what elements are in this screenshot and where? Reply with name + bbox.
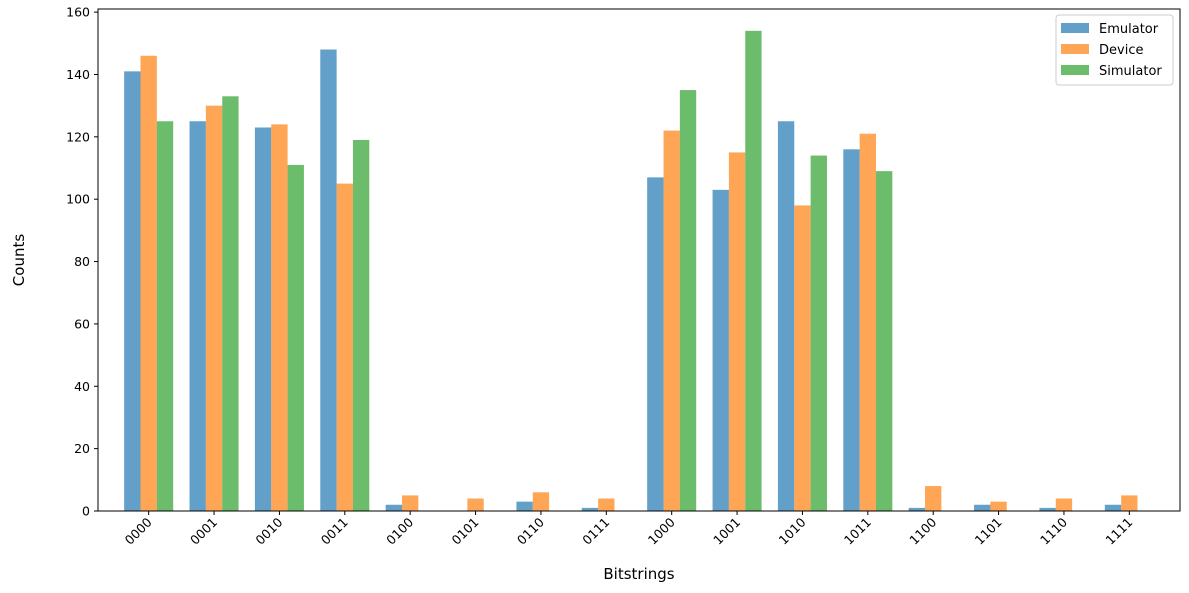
bar-simulator-1001 [745, 30, 762, 512]
legend-label-device: Device [1099, 43, 1143, 58]
bar-device-0101 [467, 498, 484, 511]
y-axis: 0 20 40 60 80 100 120 140 160 [66, 5, 98, 519]
bar-device-1010 [794, 205, 811, 511]
bar-device-1001 [728, 152, 746, 511]
bar-simulator-0010 [287, 164, 304, 511]
bar-emulator-1101 [974, 504, 991, 511]
bar-device-0100 [402, 495, 419, 511]
legend-swatch-simulator [1061, 65, 1089, 75]
bar-emulator-1011 [843, 149, 860, 511]
y-tick-label: 160 [66, 5, 90, 20]
y-tick-label: 60 [74, 316, 90, 331]
bar-device-0010 [271, 124, 288, 512]
bar-emulator-1110 [1039, 507, 1056, 511]
bars-layer [124, 30, 1138, 512]
legend-swatch-device [1061, 44, 1089, 54]
legend-label-emulator: Emulator [1099, 22, 1159, 37]
bar-device-0011 [336, 183, 353, 512]
x-axis-title: Bitstrings [603, 565, 674, 583]
bar-simulator-0001 [222, 96, 239, 512]
bar-device-0000 [140, 55, 157, 512]
legend-swatch-emulator [1061, 23, 1089, 33]
bar-simulator-1000 [679, 90, 697, 511]
bar-device-1100 [925, 486, 942, 511]
y-tick-label: 100 [66, 192, 90, 207]
plot-frame [97, 8, 1181, 512]
bar-device-0111 [598, 498, 615, 511]
y-tick-label: 20 [74, 441, 90, 456]
bar-emulator-0001 [189, 121, 206, 511]
bar-device-1101 [990, 501, 1007, 511]
bar-device-1011 [859, 133, 876, 511]
y-tick-label: 120 [66, 129, 90, 144]
bar-emulator-0100 [385, 504, 402, 511]
bar-emulator-0110 [516, 501, 533, 511]
bar-simulator-0011 [352, 139, 370, 511]
y-tick-label: 0 [82, 504, 90, 519]
bar-emulator-1100 [908, 507, 926, 511]
bar-emulator-0011 [320, 49, 337, 511]
bar-emulator-1010 [777, 121, 795, 511]
bar-device-0110 [532, 492, 550, 511]
bar-device-0001 [205, 105, 223, 511]
bar-device-1000 [663, 130, 680, 511]
y-tick-label: 40 [74, 379, 90, 394]
legend-label-simulator: Simulator [1099, 64, 1162, 79]
bar-emulator-1111 [1104, 504, 1122, 511]
legend: Emulator Device Simulator [1055, 14, 1174, 86]
y-tick-label: 80 [74, 254, 90, 269]
bar-simulator-0000 [156, 121, 174, 511]
bar-emulator-0010 [254, 127, 272, 511]
bar-device-1111 [1121, 495, 1138, 511]
bar-emulator-0000 [124, 71, 141, 512]
bar-emulator-1001 [712, 189, 729, 511]
bar-device-1110 [1055, 498, 1073, 511]
bar-simulator-1011 [875, 171, 893, 511]
bar-simulator-1010 [810, 155, 827, 512]
bar-emulator-0111 [581, 507, 599, 511]
y-axis-title: Counts [10, 234, 28, 287]
y-tick-label: 140 [66, 67, 90, 82]
bar-emulator-1000 [647, 177, 664, 511]
